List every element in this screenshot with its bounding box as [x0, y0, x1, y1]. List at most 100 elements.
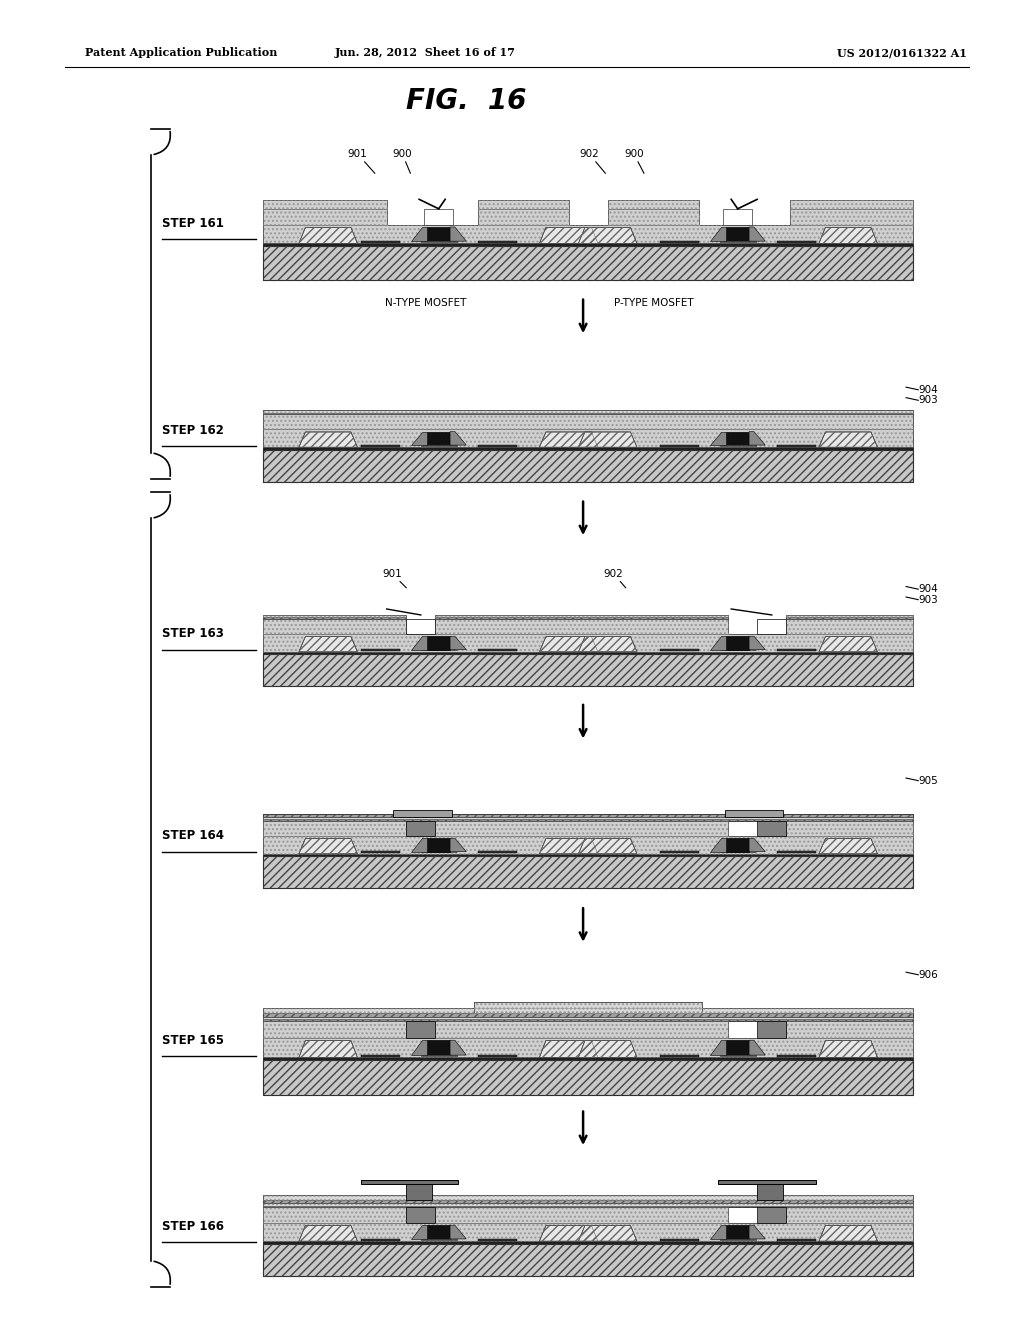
- Bar: [776, 240, 816, 243]
- Bar: [786, 618, 913, 619]
- Bar: [360, 445, 399, 446]
- Bar: [427, 838, 450, 851]
- Bar: [263, 224, 913, 243]
- Bar: [263, 1205, 913, 1208]
- Text: 904: 904: [919, 385, 938, 395]
- Bar: [360, 1238, 399, 1241]
- Bar: [263, 1222, 913, 1241]
- Polygon shape: [299, 432, 357, 447]
- Bar: [407, 821, 435, 836]
- Text: STEP 163: STEP 163: [162, 627, 223, 640]
- Polygon shape: [540, 1225, 598, 1241]
- Text: STEP 164: STEP 164: [162, 829, 223, 842]
- Bar: [786, 1208, 913, 1222]
- Polygon shape: [819, 432, 878, 447]
- Bar: [659, 445, 698, 446]
- Text: 900: 900: [392, 149, 412, 173]
- Text: P-TYPE MOSFET: P-TYPE MOSFET: [614, 298, 694, 309]
- Bar: [263, 854, 913, 857]
- Bar: [263, 820, 913, 821]
- Bar: [263, 429, 913, 447]
- Bar: [263, 411, 913, 413]
- Polygon shape: [411, 1040, 427, 1055]
- Bar: [790, 209, 913, 224]
- Bar: [786, 1208, 913, 1222]
- Bar: [263, 1014, 913, 1016]
- Text: Patent Application Publication: Patent Application Publication: [85, 48, 278, 58]
- Bar: [407, 1184, 432, 1200]
- Bar: [263, 1208, 407, 1222]
- Bar: [263, 652, 913, 655]
- Bar: [786, 821, 913, 836]
- Bar: [757, 821, 786, 836]
- Bar: [607, 209, 698, 224]
- Polygon shape: [819, 838, 878, 854]
- Text: 906: 906: [919, 970, 938, 979]
- Bar: [790, 201, 913, 209]
- Bar: [726, 432, 750, 445]
- Text: 903: 903: [919, 395, 938, 405]
- Bar: [786, 615, 913, 618]
- Bar: [263, 201, 387, 209]
- Polygon shape: [579, 1040, 637, 1057]
- Bar: [263, 413, 913, 414]
- Bar: [263, 1016, 913, 1019]
- Bar: [263, 655, 913, 686]
- Bar: [263, 1204, 913, 1205]
- Bar: [407, 1208, 435, 1222]
- Bar: [424, 209, 454, 224]
- Bar: [263, 414, 913, 429]
- Bar: [393, 810, 452, 817]
- Polygon shape: [450, 636, 466, 649]
- Bar: [477, 201, 568, 209]
- Bar: [435, 618, 728, 619]
- Polygon shape: [710, 432, 726, 445]
- Bar: [263, 1243, 913, 1276]
- Bar: [360, 1055, 399, 1057]
- Polygon shape: [540, 432, 598, 447]
- Bar: [263, 447, 913, 450]
- Bar: [263, 1208, 407, 1222]
- Text: FIG.  16: FIG. 16: [407, 87, 526, 115]
- Polygon shape: [579, 432, 637, 447]
- Polygon shape: [411, 838, 427, 851]
- Bar: [263, 224, 913, 243]
- Bar: [263, 619, 407, 634]
- Polygon shape: [710, 1040, 726, 1055]
- Bar: [776, 445, 816, 446]
- Bar: [360, 851, 399, 853]
- Bar: [435, 1022, 728, 1038]
- Polygon shape: [750, 838, 765, 851]
- Polygon shape: [299, 1040, 357, 1057]
- Bar: [263, 243, 913, 246]
- Bar: [263, 450, 913, 482]
- Text: 905: 905: [919, 776, 938, 785]
- Bar: [786, 821, 913, 836]
- Bar: [477, 851, 517, 853]
- Text: 902: 902: [580, 149, 605, 173]
- Bar: [786, 1022, 913, 1038]
- Bar: [786, 619, 913, 634]
- Bar: [659, 851, 698, 853]
- Polygon shape: [450, 227, 466, 242]
- Polygon shape: [819, 636, 878, 652]
- Polygon shape: [299, 227, 357, 243]
- Bar: [726, 227, 750, 242]
- Bar: [435, 821, 728, 836]
- Bar: [263, 1057, 913, 1060]
- Bar: [263, 201, 387, 209]
- Bar: [263, 1022, 407, 1038]
- Polygon shape: [819, 1040, 878, 1057]
- Polygon shape: [750, 227, 765, 242]
- Bar: [263, 1007, 913, 1014]
- Bar: [435, 615, 728, 618]
- Bar: [786, 615, 913, 618]
- Bar: [263, 1200, 913, 1204]
- Bar: [477, 1055, 517, 1057]
- Bar: [263, 1060, 913, 1096]
- Polygon shape: [450, 432, 466, 445]
- Text: 903: 903: [919, 595, 938, 605]
- Bar: [757, 1022, 786, 1038]
- Bar: [723, 209, 753, 224]
- Bar: [435, 619, 728, 634]
